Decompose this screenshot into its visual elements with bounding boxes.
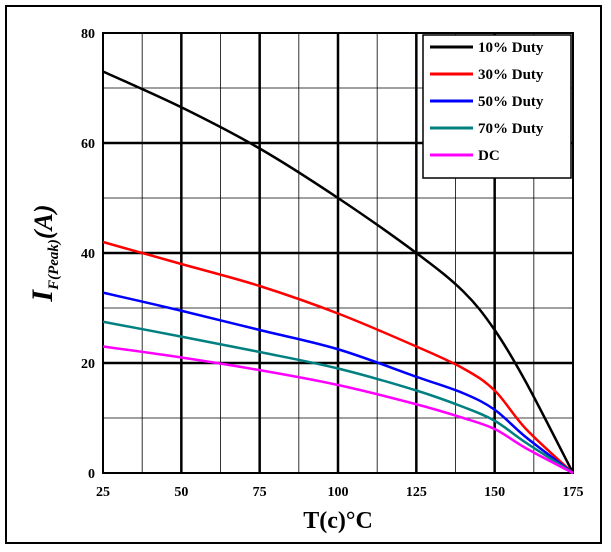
legend-label: DC — [478, 148, 500, 164]
chart-frame — [5, 5, 602, 544]
x-axis-label: T(c)°C — [303, 508, 373, 534]
legend-label: 70% Duty — [478, 121, 544, 137]
x-tick-label: 75 — [253, 485, 267, 500]
y-tick-label: 20 — [81, 357, 95, 372]
x-tick-label: 25 — [96, 485, 110, 500]
series-lines — [102, 70, 575, 475]
legend: 10% Duty 30% Duty 50% Duty 70% Duty DC — [422, 34, 572, 179]
x-tick-label: 100 — [328, 485, 349, 500]
y-tick-label: 0 — [88, 467, 95, 482]
x-tick-label: 175 — [563, 485, 584, 500]
x-tick-label: 150 — [484, 485, 505, 500]
series-line — [102, 345, 574, 475]
x-tick-label: 50 — [174, 485, 188, 500]
series-line — [102, 320, 574, 475]
y-tick-label: 80 — [81, 27, 95, 42]
series-line — [102, 240, 574, 474]
y-axis-label-unit: (A) — [29, 204, 58, 239]
legend-label: 10% Duty — [478, 40, 544, 56]
y-tick-label: 60 — [81, 137, 95, 152]
plot-border — [102, 32, 574, 474]
legend-label: 30% Duty — [478, 67, 544, 83]
series-line — [102, 291, 574, 474]
y-tick-labels: 0 20 40 60 80 — [81, 27, 95, 482]
y-axis-label-sub: F(Peak) — [46, 239, 62, 291]
x-tick-label: 125 — [406, 485, 427, 500]
y-axis-label-main: I — [26, 289, 59, 303]
series-line — [102, 70, 575, 474]
x-tick-labels: 25 50 75 100 125 150 175 — [96, 485, 584, 500]
legend-label: 50% Duty — [478, 94, 544, 110]
y-tick-label: 40 — [81, 247, 95, 262]
y-axis-label: IF(Peak)(A) — [26, 204, 62, 302]
